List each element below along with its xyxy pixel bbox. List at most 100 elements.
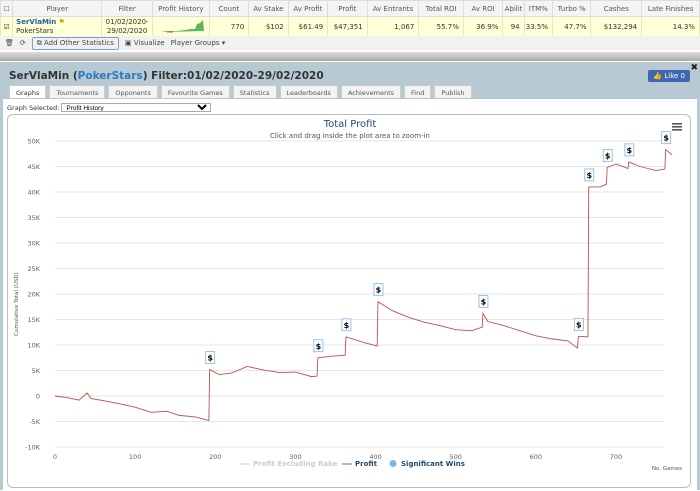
tab-find[interactable]: Find xyxy=(404,85,432,98)
marker-box xyxy=(341,318,352,332)
marker-box xyxy=(584,168,595,182)
col-profit-history[interactable]: Profit History xyxy=(151,0,210,17)
tab-publish[interactable]: Publish xyxy=(434,85,472,98)
marker-box xyxy=(602,149,613,162)
tab-graphs[interactable]: Graphs xyxy=(9,85,47,98)
significant-win-marker[interactable]: $ xyxy=(341,318,352,332)
graph-select[interactable]: Profit History xyxy=(61,103,212,112)
profit-cell: $47,351 xyxy=(327,16,368,38)
marker-box xyxy=(313,339,324,353)
col-late-finishes[interactable]: Late Finishes xyxy=(641,0,700,17)
significant-win-marker[interactable]: $ xyxy=(478,294,489,308)
col-av-stake[interactable]: Av Stake xyxy=(248,0,289,17)
y-tick-label: -10K xyxy=(25,444,41,452)
x-tick-label: 300 xyxy=(289,453,301,461)
marker-box xyxy=(661,131,672,145)
table-row[interactable]: ☑ SerVlaMin ⚑ PokerStars 01/02/2020-29/0… xyxy=(0,16,700,38)
add-other-statistics-button[interactable]: ⧉ Add Other Statistics xyxy=(31,36,119,50)
col-count[interactable]: Count xyxy=(208,0,250,17)
dollar-icon: $ xyxy=(663,134,669,143)
significant-win-marker[interactable]: $ xyxy=(373,283,384,297)
row-checkbox[interactable]: ☑ xyxy=(0,16,14,38)
legend-profit-excluding-rake: Profit Excluding Rake xyxy=(253,460,338,468)
col-player[interactable]: Player xyxy=(12,0,103,17)
trash-icon[interactable]: 🗑 xyxy=(5,39,14,47)
significant-win-marker[interactable]: $ xyxy=(205,351,216,364)
marker-box xyxy=(573,317,584,331)
filter-text: Filter:01/02/2020-29/02/2020 xyxy=(147,70,324,82)
site-link[interactable]: PokerStars xyxy=(77,70,143,82)
x-tick-label: 0 xyxy=(53,453,57,461)
x-tick-label: 100 xyxy=(129,453,141,461)
tab-favourite-games[interactable]: Favourite Games xyxy=(160,85,230,98)
col-av-entrants[interactable]: Av Entrants xyxy=(366,0,420,17)
y-axis-label: Cumulative Total (USD) xyxy=(14,272,20,336)
tab-opponents[interactable]: Opponents xyxy=(108,85,158,98)
legend-significant-wins: Significant Wins xyxy=(401,460,465,468)
significant-win-marker[interactable]: $ xyxy=(661,131,672,145)
turbo-cell: 47.7% xyxy=(551,16,592,38)
col-profit[interactable]: Profit xyxy=(327,0,368,17)
dollar-icon: $ xyxy=(586,171,592,180)
visualize-button[interactable]: ▣ Visualize xyxy=(125,39,165,47)
dollar-icon: $ xyxy=(605,152,611,161)
x-tick-label: 700 xyxy=(610,453,622,461)
refresh-icon[interactable]: ⟳ xyxy=(19,39,26,47)
significant-win-marker[interactable]: $ xyxy=(602,149,613,162)
filter-cell: 01/02/2020-29/02/2020 xyxy=(101,16,153,38)
x-tick-label: 500 xyxy=(450,453,462,461)
cashes-cell: $132,294 xyxy=(590,16,643,38)
dollar-icon: $ xyxy=(627,146,633,155)
col-cashes[interactable]: Cashes xyxy=(590,0,643,17)
marker-box xyxy=(205,351,216,364)
y-tick-label: 30K xyxy=(27,240,40,248)
tab-bar: Graphs Tournaments Opponents Favourite Game… xyxy=(9,85,472,98)
select-all-checkbox[interactable]: ☐ xyxy=(0,0,14,17)
dollar-icon: $ xyxy=(376,286,382,295)
col-av-profit[interactable]: Av Profit xyxy=(287,0,329,17)
facebook-like-button[interactable]: 👍 Like 0 xyxy=(648,70,690,82)
chart-menu-icon[interactable] xyxy=(672,123,682,131)
col-turbo[interactable]: Turbo % xyxy=(551,0,592,17)
itm-cell: 33.5% xyxy=(523,16,554,38)
splitter[interactable] xyxy=(0,52,700,61)
table-toolbar: 🗑 ⟳ ⧉ Add Other Statistics ▣ Visualize P… xyxy=(0,36,700,50)
profit-chart[interactable]: Total Profit Click and drag inside the pl… xyxy=(8,115,692,489)
tab-tournaments[interactable]: Tournaments xyxy=(49,85,106,98)
y-tick-label: 50K xyxy=(27,138,40,146)
dollar-icon: $ xyxy=(344,321,350,330)
col-ability[interactable]: Abilit xyxy=(502,0,525,17)
profit-line xyxy=(54,148,673,422)
col-total-roi[interactable]: Total ROI xyxy=(418,0,464,17)
dollar-icon: $ xyxy=(316,342,322,351)
close-icon[interactable]: ✖ xyxy=(690,63,698,73)
y-tick-label: 45K xyxy=(27,163,40,171)
significant-win-marker[interactable]: $ xyxy=(584,168,595,182)
av-roi-cell: 36.9% xyxy=(462,16,504,38)
graph-selected-label: Graph Selected: xyxy=(7,104,60,112)
y-tick-label: 20K xyxy=(27,291,40,299)
chart-subtitle: Click and drag inside the plot area to z… xyxy=(270,132,430,140)
player-link[interactable]: SerVlaMin xyxy=(16,18,57,26)
player-groups-dropdown[interactable]: Player Groups ▾ xyxy=(170,39,226,47)
dollar-icon: $ xyxy=(207,353,213,362)
y-tick-label: 0 xyxy=(36,393,40,401)
significant-win-marker[interactable]: $ xyxy=(573,317,584,331)
x-tick-label: 200 xyxy=(209,453,221,461)
y-tick-label: 5K xyxy=(32,367,41,375)
tab-statistics[interactable]: Statistics xyxy=(232,85,277,98)
y-tick-label: 40K xyxy=(27,189,40,197)
tab-leaderboards[interactable]: Leaderboards xyxy=(279,85,338,98)
y-tick-label: 15K xyxy=(27,316,40,324)
significant-win-marker[interactable]: $ xyxy=(313,339,324,353)
col-filter[interactable]: Filter xyxy=(101,0,153,17)
av-profit-cell: $61.49 xyxy=(287,16,329,38)
col-av-roi[interactable]: Av ROI xyxy=(462,0,504,17)
significant-win-marker[interactable]: $ xyxy=(624,143,635,157)
paren-close: ) xyxy=(142,70,148,82)
tab-achievements[interactable]: Achievements xyxy=(340,85,402,98)
col-itm[interactable]: ITM% xyxy=(523,0,554,17)
legend-significant-wins-dot xyxy=(389,460,397,467)
player-site: PokerStars xyxy=(16,27,54,35)
player-cell: SerVlaMin ⚑ PokerStars xyxy=(12,16,103,38)
